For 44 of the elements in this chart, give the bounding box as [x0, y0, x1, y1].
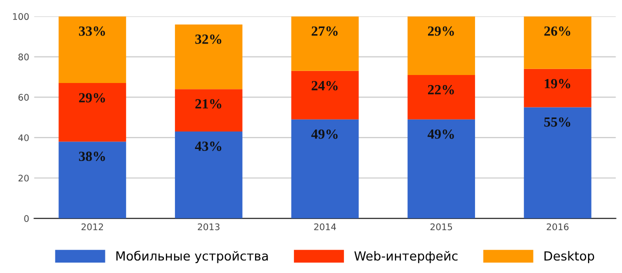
bar — [524, 16, 592, 69]
x-tick-label: 2014 — [314, 223, 336, 230]
data-label: 27% — [312, 26, 338, 36]
y-tick-label: 0 — [24, 215, 29, 222]
y-tick-label: 100 — [13, 13, 29, 20]
legend-label: Мобильные устройства — [116, 250, 268, 264]
bar — [291, 16, 359, 71]
y-tick-label: 40 — [18, 134, 29, 142]
data-label: 19% — [544, 78, 570, 88]
bar — [58, 83, 126, 142]
data-label: 49% — [428, 129, 454, 139]
bar — [408, 119, 476, 218]
data-label: 55% — [544, 117, 570, 127]
x-tick-label: 2012 — [82, 223, 103, 230]
data-label: 32% — [195, 34, 222, 44]
bar — [174, 89, 242, 132]
x-tick-label: 2013 — [198, 223, 220, 230]
bar — [408, 74, 476, 120]
bar — [58, 16, 126, 84]
bar — [408, 16, 476, 75]
bar — [174, 132, 242, 218]
bar — [174, 24, 242, 90]
data-label: 29% — [428, 26, 454, 36]
bar — [524, 68, 592, 108]
legend-label: Web-интерфейс — [354, 250, 458, 264]
bar — [291, 119, 359, 218]
y-tick-label: 80 — [18, 54, 29, 60]
data-label: 49% — [311, 129, 338, 139]
data-label: 38% — [79, 152, 105, 162]
data-label: 24% — [312, 80, 338, 90]
data-label: 43% — [194, 142, 222, 151]
data-label: 29% — [79, 93, 105, 102]
legend-label: Desktop — [544, 250, 594, 264]
bar — [58, 142, 126, 218]
y-tick-label: 60 — [18, 94, 29, 101]
data-label: 21% — [195, 99, 222, 109]
bar — [524, 107, 592, 218]
y-tick-label: 20 — [18, 174, 29, 182]
data-label: 26% — [544, 26, 570, 36]
data-label: 33% — [79, 26, 105, 36]
x-tick-label: 2015 — [430, 223, 452, 230]
data-label: 22% — [428, 84, 454, 94]
bar — [291, 70, 359, 120]
x-tick-label: 2016 — [546, 223, 569, 230]
